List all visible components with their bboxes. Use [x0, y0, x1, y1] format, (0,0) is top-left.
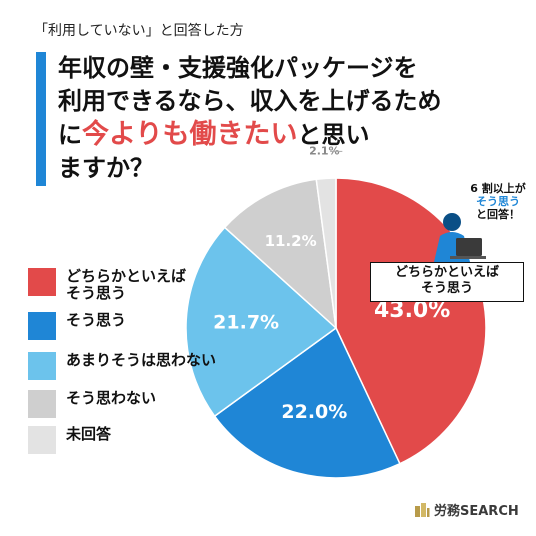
- legend-swatch-1: [28, 312, 56, 340]
- callout-top-line-3: と回答！: [476, 208, 520, 221]
- title-line-3: に今よりも働きたいと思い: [58, 118, 528, 152]
- legend-label-0: どちらかといえば そう思う: [66, 267, 187, 302]
- pie-slice-4: [315, 177, 337, 329]
- pie-label-0: 43.0%: [374, 298, 450, 323]
- legend-swatch-2: [28, 352, 56, 380]
- pie-label-2: 21.7%: [213, 312, 279, 334]
- pie-label-4: 2.1%: [309, 144, 340, 157]
- brand-logo-icon: [415, 502, 430, 517]
- legend-item-3: そう思わない: [28, 390, 156, 418]
- pie-slice-1: [213, 326, 401, 479]
- chart-title: 年収の壁・支援強化パッケージを 利用できるなら、収入を上げるため に今よりも働き…: [58, 52, 528, 185]
- title-line-1: 年収の壁・支援強化パッケージを: [58, 54, 418, 82]
- title-line-4: ますか？: [58, 154, 154, 182]
- pie-slices: [185, 177, 487, 479]
- legend-label-3: そう思わない: [66, 389, 157, 407]
- title-line-3-post: と思い: [297, 121, 370, 149]
- callout-top-note: 6 割以上が そう思う と回答！: [462, 182, 534, 221]
- callout-box: どちらかといえば そう思う: [370, 262, 524, 302]
- legend-item-2: あまりそうは思わない: [28, 352, 216, 380]
- brand-name: 労務SEARCH: [434, 504, 519, 519]
- legend-swatch-0: [28, 268, 56, 296]
- pie-slice-2: [185, 226, 338, 418]
- chart-subtitle: 「利用していない」と回答した方: [34, 23, 244, 39]
- brand-logo: 労務SEARCH: [414, 500, 519, 519]
- legend-item-0: どちらかといえば そう思う: [28, 268, 186, 302]
- title-line-3-pre: に: [58, 121, 82, 149]
- legend-item-1: そう思う: [28, 312, 126, 340]
- callout-top-line-1: 6 割以上が: [470, 182, 526, 195]
- title-accent-bar: [36, 52, 46, 186]
- legend-item-4: 未回答: [28, 426, 111, 454]
- person-laptop-icon: [434, 213, 486, 262]
- legend-label-4: 未回答: [66, 425, 112, 443]
- pie-labels: 43.0% 22.0% 21.7% 11.2% 2.1%: [213, 144, 450, 422]
- legend-swatch-3: [28, 390, 56, 418]
- pie-label-1: 22.0%: [281, 401, 347, 423]
- title-highlight: 今よりも働きたい: [82, 119, 298, 150]
- legend-label-2: あまりそうは思わない: [66, 351, 217, 369]
- legend-label-1: そう思う: [66, 311, 127, 329]
- callout-top-line-2: そう思う: [476, 195, 520, 208]
- legend-swatch-4: [28, 426, 56, 454]
- pie-label-3: 11.2%: [265, 232, 317, 250]
- title-line-2: 利用できるなら、収入を上げるため: [58, 87, 442, 115]
- pie-slice-3: [223, 178, 338, 330]
